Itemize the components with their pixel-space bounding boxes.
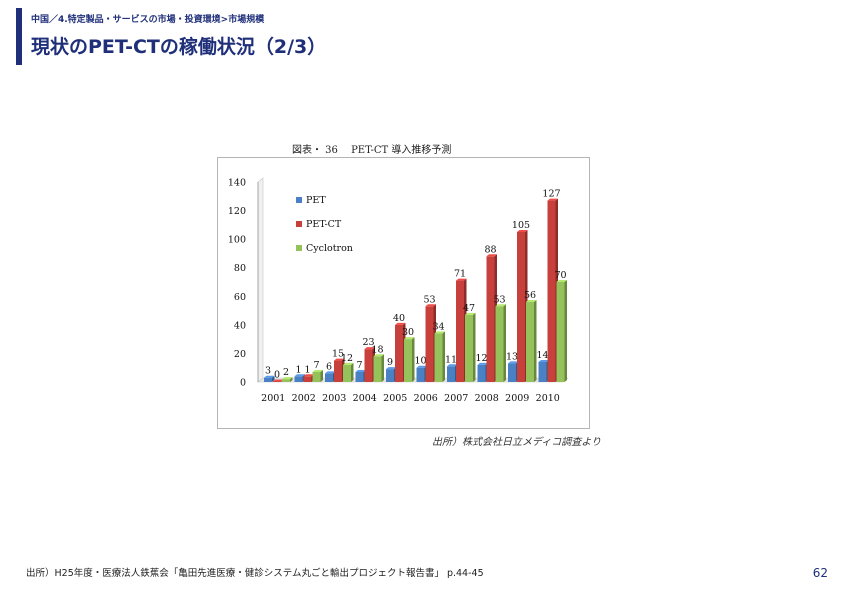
chart-side-wall — [257, 177, 264, 383]
data-label-cyclotron-2001: 2 — [283, 367, 289, 378]
y-tick-label: 120 — [228, 206, 246, 217]
bar-pet-ct-2010 — [547, 198, 558, 382]
legend-swatch-pet-ct — [296, 221, 302, 227]
data-label-pet-2005: 9 — [387, 357, 393, 368]
y-tick-label: 0 — [240, 378, 246, 389]
bar-cyclotron-2008 — [495, 304, 506, 382]
data-label-pet-2007: 11 — [445, 354, 457, 365]
bar-pet-2004 — [355, 370, 366, 382]
data-label-pet-2001: 3 — [265, 366, 271, 377]
data-label-pet-2008: 12 — [475, 353, 487, 364]
x-tick-label: 2001 — [261, 393, 285, 404]
chart-frame: 0 20 40 60 80 100 120 140 3 0 2 2001 1 1 7 2002 6 15 12 200… — [217, 157, 590, 429]
y-tick-label: 100 — [228, 235, 246, 246]
legend-label-pet-ct: PET-CT — [306, 219, 342, 230]
data-label-cyclotron-2003: 12 — [341, 353, 353, 364]
bar-cyclotron-2001 — [282, 377, 293, 382]
data-label-pet-ct-2004: 23 — [362, 337, 374, 348]
bar-pet-ct-2006 — [425, 304, 436, 382]
legend-swatch-pet — [296, 197, 302, 203]
page-number: 62 — [812, 566, 828, 580]
x-tick-label: 2010 — [536, 393, 560, 404]
title-accent-bar — [16, 8, 22, 65]
data-label-cyclotron-2002: 7 — [313, 360, 319, 371]
bar-pet-2003 — [325, 371, 336, 382]
legend-label-cyclotron: Cyclotron — [306, 243, 353, 254]
data-label-pet-2009: 13 — [506, 351, 518, 362]
bar-cyclotron-2010 — [556, 280, 567, 382]
bar-cyclotron-2006 — [434, 331, 445, 382]
data-label-pet-ct-2002: 1 — [304, 364, 310, 375]
bar-cyclotron-2007 — [465, 312, 476, 382]
x-tick-label: 2005 — [383, 393, 407, 404]
bar-pet-2002 — [294, 374, 305, 382]
bar-pet-2009 — [508, 361, 519, 382]
data-label-cyclotron-2007: 47 — [463, 303, 475, 314]
y-tick-label: 60 — [234, 292, 246, 303]
data-label-cyclotron-2006: 34 — [432, 321, 444, 332]
x-tick-label: 2008 — [475, 393, 499, 404]
data-label-pet-ct-2006: 53 — [423, 294, 435, 305]
data-label-pet-2002: 1 — [295, 364, 301, 375]
data-label-cyclotron-2005: 30 — [402, 327, 414, 338]
legend-label-pet: PET — [306, 195, 326, 206]
chart-source-note: 出所）株式会社日立メディコ調査より — [432, 437, 602, 448]
bar-pet-ct-2002 — [303, 374, 314, 382]
y-tick-label: 40 — [234, 320, 246, 331]
data-label-pet-ct-2001: 0 — [274, 370, 280, 381]
data-label-pet-2004: 7 — [356, 360, 362, 371]
data-label-pet-2003: 6 — [326, 361, 332, 372]
legend-swatch-cyclotron — [296, 245, 302, 251]
data-label-cyclotron-2009: 56 — [524, 290, 536, 301]
data-label-pet-ct-2009: 105 — [512, 220, 530, 231]
bar-pet-2001 — [264, 375, 275, 382]
x-tick-label: 2007 — [444, 393, 468, 404]
x-tick-label: 2003 — [322, 393, 346, 404]
x-tick-label: 2006 — [414, 393, 438, 404]
page-title: 現状のPET-CTの稼働状況（2/3） — [31, 36, 327, 58]
data-label-pet-2010: 14 — [536, 350, 548, 361]
bar-cyclotron-2003 — [343, 362, 354, 382]
data-label-cyclotron-2010: 70 — [554, 270, 566, 281]
bar-pet-2007 — [447, 364, 458, 382]
bar-pet-2006 — [416, 365, 427, 382]
bar-pet-ct-2009 — [517, 230, 528, 382]
figure-caption: 図表・ 36 PET-CT 導入推移予測 — [292, 145, 452, 156]
x-tick-label: 2009 — [505, 393, 529, 404]
bar-pet-2010 — [538, 360, 549, 382]
y-tick-label: 140 — [228, 178, 246, 189]
data-label-pet-ct-2008: 88 — [484, 244, 496, 255]
data-label-pet-ct-2010: 127 — [542, 189, 560, 200]
bar-cyclotron-2002 — [312, 370, 323, 382]
data-label-cyclotron-2008: 53 — [493, 294, 505, 305]
bar-cyclotron-2004 — [373, 354, 384, 382]
data-label-cyclotron-2004: 18 — [371, 344, 383, 355]
data-label-pet-ct-2003: 15 — [332, 349, 344, 360]
x-tick-label: 2004 — [353, 393, 377, 404]
bar-pet-ct-2007 — [456, 278, 467, 382]
bar-cyclotron-2009 — [526, 300, 537, 382]
bar-pet-2005 — [386, 367, 397, 382]
bar-cyclotron-2005 — [404, 337, 415, 382]
breadcrumb: 中国／4.特定製品・サービスの市場・投資環境>市場規模 — [31, 15, 265, 25]
data-label-pet-ct-2005: 40 — [393, 313, 405, 324]
x-tick-label: 2002 — [292, 393, 316, 404]
bar-pet-ct-2008 — [486, 254, 497, 382]
data-label-pet-ct-2007: 71 — [454, 269, 466, 280]
bar-pet-2008 — [477, 362, 488, 382]
data-label-pet-2006: 10 — [414, 356, 426, 367]
y-tick-label: 80 — [234, 263, 246, 274]
y-tick-label: 20 — [234, 349, 246, 360]
footer-source: 出所）H25年度・医療法人鉄蕉会「亀田先進医療・健診システム丸ごと輸出プロジェク… — [26, 568, 484, 579]
